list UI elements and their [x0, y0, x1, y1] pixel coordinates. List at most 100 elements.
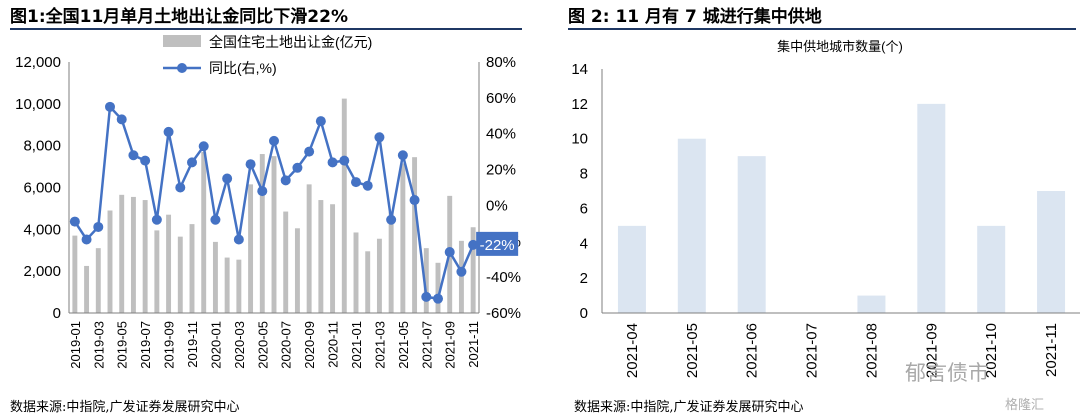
yoy-point-2020-11	[327, 157, 338, 168]
x-tick-label: 2020-09	[302, 321, 317, 369]
x-tick-label: 2019-05	[115, 321, 130, 369]
bar-2019-01	[72, 235, 78, 313]
yoy-point-2020-10	[315, 116, 326, 127]
right-y-tick-label: -40%	[486, 269, 521, 286]
left-y-tick-label: 4,000	[23, 221, 61, 238]
right-y-tick-label: 80%	[486, 54, 516, 71]
yoy-point-2020-01	[210, 214, 221, 225]
bar-2019-06	[130, 196, 136, 313]
bar-2019-03	[95, 248, 101, 313]
bar-2021-02	[365, 251, 371, 313]
bar-2021-11	[470, 227, 476, 313]
x-tick-label: 2021-05	[684, 323, 701, 378]
yoy-point-2021-05	[397, 150, 408, 161]
x-tick-label: 2019-09	[162, 321, 177, 369]
bar-2021-07	[423, 248, 429, 313]
bar-2021-05	[677, 138, 706, 313]
x-tick-label: 2021-01	[349, 321, 364, 369]
bar-2021-06	[737, 156, 766, 313]
y-tick-label: 8	[580, 166, 588, 183]
yoy-point-2021-02	[362, 180, 373, 191]
x-tick-label: 2019-01	[68, 321, 83, 369]
x-tick-label: 2020-03	[232, 321, 247, 369]
bar-2020-03	[236, 259, 242, 313]
yoy-point-2020-12	[339, 155, 350, 166]
bar-2019-07	[142, 200, 148, 313]
bar-2020-06	[271, 156, 277, 313]
bar-2019-10	[177, 236, 183, 313]
yoy-point-2020-08	[292, 162, 303, 173]
x-tick-label: 2021-11	[1043, 323, 1060, 377]
bar-2019-12	[201, 151, 207, 313]
x-tick-label: 2021-07	[804, 323, 821, 378]
bar-2019-04	[107, 210, 113, 313]
watermark-logo: 格隆汇	[1005, 398, 1045, 413]
yoy-point-2019-03	[93, 221, 104, 232]
watermark-text: 郁言债市	[905, 361, 989, 385]
yoy-point-2019-06	[128, 150, 139, 161]
yoy-point-2021-07	[421, 291, 432, 302]
y-tick-label: 2	[580, 270, 588, 287]
yoy-point-2021-06	[409, 195, 420, 206]
left-y-tick-label: 0	[53, 305, 61, 322]
x-tick-label: 2021-11	[466, 321, 481, 368]
left-figure-title: 图1:全国11月单月土地出让金同比下滑22%	[10, 7, 348, 27]
yoy-point-2021-08	[433, 293, 443, 304]
x-tick-label: 2019-07	[138, 321, 153, 369]
left-chart: 0 2,000 4,000 6,000 8,000 10,000 12,000 -60% -40…	[15, 34, 521, 369]
yoy-point-2019-08	[151, 214, 162, 225]
yoy-point-2019-07	[140, 155, 151, 166]
yoy-point-2021-01	[351, 177, 361, 188]
x-tick-label: 2020-05	[255, 321, 270, 369]
x-tick-label: 2019-11	[185, 321, 200, 368]
legend-line-label: 同比(右,%)	[209, 60, 277, 76]
right-y-tick-label: 0%	[486, 197, 508, 214]
x-tick-label: 2021-05	[396, 321, 411, 369]
legend-bar-swatch	[163, 35, 201, 47]
yoy-point-2019-05	[116, 114, 127, 125]
bar-2020-10	[318, 200, 324, 313]
bar-2021-08	[435, 262, 441, 313]
legend-bar-label: 全国住宅土地出让金(亿元)	[209, 34, 372, 50]
y-tick-label: 14	[571, 61, 588, 78]
yoy-point-2020-06	[269, 135, 279, 146]
yoy-point-2019-10	[175, 182, 186, 193]
bar-2021-09	[917, 103, 946, 313]
bar-2020-05	[259, 154, 265, 313]
x-tick-label: 2021-10	[983, 323, 1000, 378]
yoy-point-2020-03	[233, 234, 244, 245]
legend-line-marker	[177, 63, 187, 73]
left-y-tick-label: 6,000	[23, 180, 61, 197]
y-tick-label: 12	[571, 96, 588, 113]
y-tick-label: 10	[571, 131, 588, 148]
x-tick-label: 2021-07	[419, 321, 434, 369]
y-tick-label: 0	[580, 305, 588, 322]
bar-2020-08	[294, 228, 300, 313]
bar-2021-11	[1037, 191, 1066, 313]
bar-2021-10	[977, 225, 1006, 313]
bar-2020-09	[306, 184, 312, 313]
x-tick-label: 2020-01	[208, 321, 223, 369]
bar-2020-11	[330, 204, 336, 313]
yoy-point-2020-04	[245, 159, 256, 170]
right-y-tick-label: -60%	[486, 305, 521, 322]
yoy-point-2019-09	[163, 126, 174, 137]
yoy-point-2021-04	[386, 214, 397, 225]
x-tick-label: 2021-09	[443, 321, 458, 369]
bar-2021-06	[412, 157, 418, 313]
yoy-point-2020-07	[280, 175, 291, 186]
yoy-point-2020-09	[304, 146, 315, 157]
annotation-label: -22%	[480, 237, 515, 254]
left-y-tick-label: 12,000	[15, 54, 61, 71]
annotation-box	[476, 231, 519, 256]
bar-2020-07	[283, 211, 289, 313]
bar-2021-03	[376, 238, 382, 313]
bar-2019-05	[119, 194, 125, 313]
bar-2019-02	[84, 265, 90, 313]
bar-2021-05	[400, 163, 406, 313]
right-figure-title: 图 2: 11 月有 7 城进行集中供地	[568, 7, 822, 27]
right-y-tick-label: 60%	[486, 90, 516, 107]
bar-2020-02	[224, 257, 230, 313]
x-tick-label: 2021-04	[624, 323, 641, 378]
